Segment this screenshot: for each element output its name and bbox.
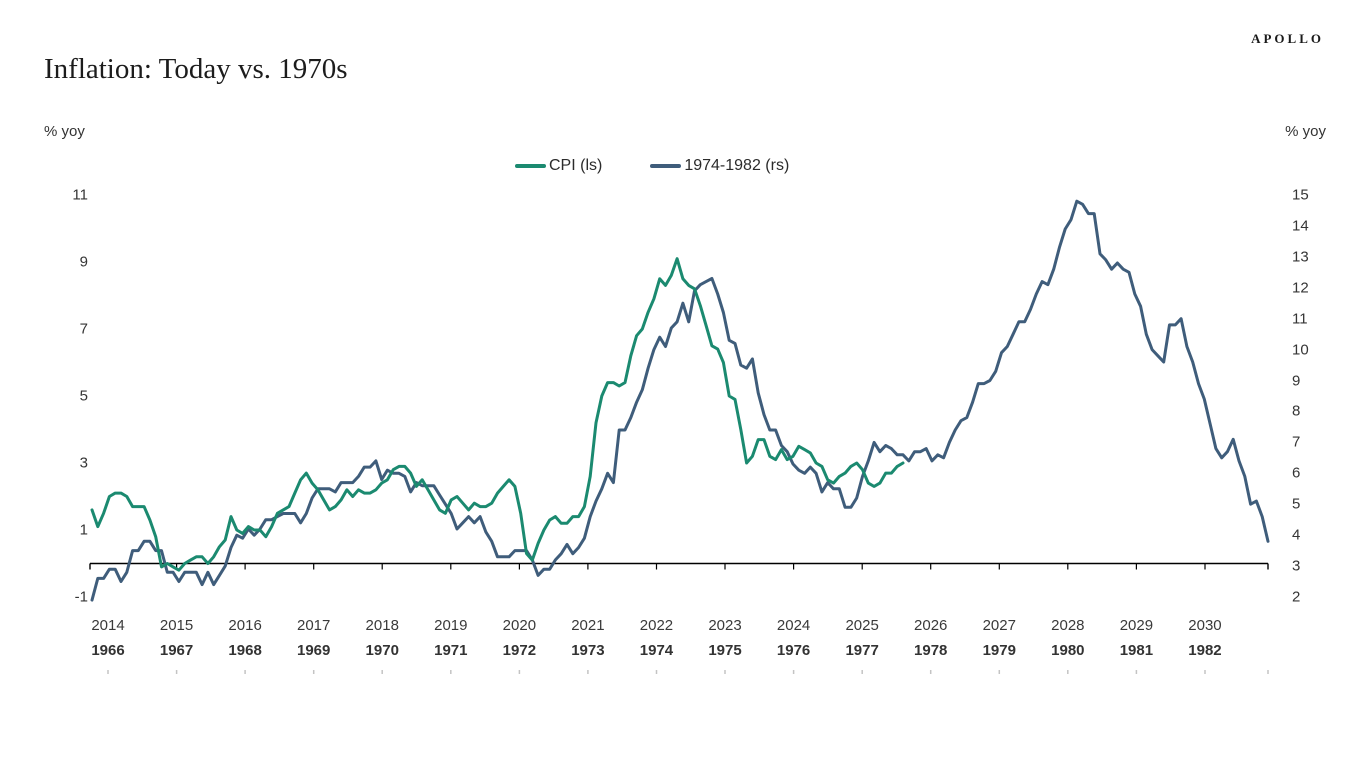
cpi-line-swatch bbox=[515, 164, 546, 168]
y-axis-label-right: 8 bbox=[1292, 402, 1301, 420]
x-axis-label-year-bottom: 1972 bbox=[502, 642, 537, 659]
y-axis-label-right: 13 bbox=[1292, 248, 1309, 266]
x-axis-label-year-bottom: 1966 bbox=[91, 642, 125, 659]
y-axis-label-left: 1 bbox=[79, 521, 88, 539]
y-axis-label-right: 5 bbox=[1292, 495, 1301, 513]
y-axis-label-left: 11 bbox=[72, 186, 88, 204]
x-axis-label-year-bottom: 1967 bbox=[159, 642, 194, 659]
right-axis-unit: % yoy bbox=[1285, 123, 1326, 140]
x-axis-label-year-top: 2025 bbox=[845, 617, 879, 634]
x-axis-label-year-top: 2028 bbox=[1051, 617, 1085, 634]
x-axis-label-year-bottom: 1976 bbox=[776, 642, 811, 659]
legend-label-1974-1982: 1974-1982 (rs) bbox=[684, 157, 790, 174]
y-axis-label-left: 7 bbox=[79, 320, 88, 338]
x-axis-label-year-top: 2027 bbox=[982, 617, 1016, 634]
y-axis-label-right: 7 bbox=[1292, 433, 1301, 451]
y-axis-label-right: 9 bbox=[1292, 372, 1301, 390]
x-axis-label-year-bottom: 1973 bbox=[571, 642, 605, 659]
legend-item-1974-1982: 1974-1982 (rs) bbox=[650, 157, 789, 175]
x-axis-label-year-top: 2022 bbox=[639, 617, 674, 634]
x-axis-label-year-top: 2021 bbox=[571, 617, 605, 634]
x-axis-label-year-top: 2015 bbox=[159, 617, 194, 634]
y-axis-label-left: 9 bbox=[79, 253, 88, 271]
x-axis-label-year-bottom: 1968 bbox=[228, 642, 262, 659]
x-axis-label-year-bottom: 1980 bbox=[1051, 642, 1085, 659]
x-axis-label-year-top: 2029 bbox=[1119, 617, 1154, 634]
y-axis-label-right: 14 bbox=[1292, 217, 1309, 235]
y-axis-label-left: 3 bbox=[79, 454, 88, 472]
y-axis-label-right: 3 bbox=[1292, 557, 1301, 575]
legend: CPI (ls) 1974-1982 (rs) bbox=[515, 157, 789, 175]
y-axis-label-right: 15 bbox=[1292, 186, 1309, 204]
y-axis-label-left: -1 bbox=[74, 588, 88, 606]
x-axis-label-year-top: 2014 bbox=[91, 617, 125, 634]
x-axis-line bbox=[89, 562, 1269, 674]
y-axis-label-right: 6 bbox=[1292, 464, 1301, 482]
x-axis-label-year-bottom: 1979 bbox=[982, 642, 1016, 659]
chart-title: Inflation: Today vs. 1970s bbox=[44, 53, 348, 85]
x-axis-label-year-top: 2017 bbox=[296, 617, 331, 634]
x-axis-label-year-bottom: 1970 bbox=[365, 642, 399, 659]
x-axis-label-year-bottom: 1971 bbox=[434, 642, 468, 659]
y-axis-label-right: 12 bbox=[1292, 279, 1309, 297]
y-axis-label-right: 2 bbox=[1292, 588, 1301, 606]
x-axis-label-year-bottom: 1978 bbox=[914, 642, 948, 659]
x-axis-label-year-bottom: 1982 bbox=[1188, 642, 1222, 659]
seventies-line-swatch bbox=[650, 164, 682, 168]
x-axis-label-year-top: 2030 bbox=[1188, 617, 1222, 634]
x-axis-label-year-bottom: 1977 bbox=[845, 642, 879, 659]
x-axis-label-year-bottom: 1975 bbox=[708, 642, 742, 659]
x-axis-label-year-top: 2019 bbox=[434, 617, 468, 634]
x-axis-label-year-top: 2018 bbox=[365, 617, 399, 634]
y-axis-label-right: 4 bbox=[1292, 526, 1301, 544]
y-axis-label-right: 11 bbox=[1292, 310, 1308, 328]
legend-label-cpi: CPI (ls) bbox=[549, 157, 603, 174]
y-axis-label-right: 10 bbox=[1292, 341, 1309, 359]
legend-item-cpi: CPI (ls) bbox=[515, 157, 602, 175]
line-cpi bbox=[90, 257, 905, 572]
y-axis-label-left: 5 bbox=[79, 387, 88, 405]
apollo-logo: APOLLO bbox=[1251, 31, 1324, 46]
x-axis-label-year-bottom: 1981 bbox=[1119, 642, 1154, 659]
x-axis-label-year-top: 2024 bbox=[776, 617, 811, 634]
x-axis-label-year-top: 2023 bbox=[708, 617, 742, 634]
x-axis-label-year-top: 2016 bbox=[228, 617, 262, 634]
x-axis-label-year-top: 2020 bbox=[502, 617, 537, 634]
left-axis-unit: % yoy bbox=[44, 123, 85, 140]
x-axis-label-year-top: 2026 bbox=[914, 617, 948, 634]
line-1974-1982 bbox=[90, 199, 1270, 602]
x-axis-label-year-bottom: 1969 bbox=[296, 642, 331, 659]
x-axis-label-year-bottom: 1974 bbox=[639, 642, 674, 659]
